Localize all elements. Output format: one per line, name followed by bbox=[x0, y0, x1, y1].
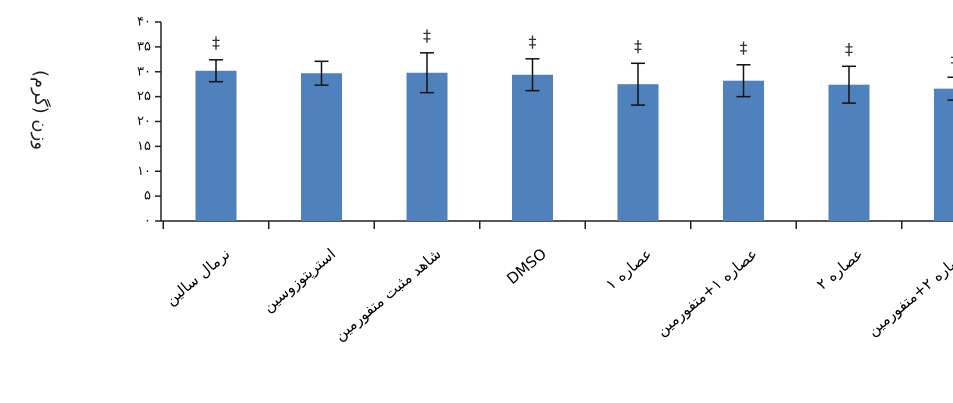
bar bbox=[723, 80, 764, 221]
bar bbox=[617, 84, 659, 221]
x-tick-label: عصاره ۱ bbox=[602, 245, 655, 294]
y-tick-label: ۲۰ bbox=[137, 114, 151, 129]
y-tick-label: ۲۵ bbox=[137, 89, 151, 104]
x-axis bbox=[161, 220, 953, 229]
significance-mark: ‡ bbox=[740, 38, 748, 57]
x-tick-label: عصاره ۲+متفورمین bbox=[864, 245, 953, 340]
bar bbox=[406, 72, 448, 222]
bar bbox=[195, 70, 237, 221]
y-axis: ۰ ۵ ۱۰ ۱۵ ۲۰ ۲۵ ۳۰ ۳۵ ۴۰ bbox=[137, 15, 162, 229]
bar bbox=[934, 88, 953, 221]
x-tick-label: نرمال سالین bbox=[162, 245, 234, 309]
y-tick-label: ۳۰ bbox=[137, 64, 151, 79]
x-tick-label: استرپتوزوسین bbox=[259, 245, 339, 317]
bar bbox=[512, 74, 553, 221]
significance-mark: ‡ bbox=[634, 36, 642, 55]
y-tick-label: ۳۵ bbox=[137, 39, 151, 54]
significance-mark: ‡ bbox=[212, 33, 220, 52]
x-tick-label: عصاره ۲ bbox=[813, 245, 866, 294]
y-axis-title: وزن (گرم) bbox=[30, 70, 52, 150]
x-tick-label: شاهد مثبت متفورمین bbox=[331, 245, 445, 345]
y-tick-label: ۰ bbox=[144, 214, 151, 229]
y-tick-label: ۴۰ bbox=[137, 15, 151, 30]
y-tick-label: ۵ bbox=[144, 189, 151, 204]
y-tick-label: ۱۵ bbox=[137, 139, 151, 154]
significance-mark: ‡ bbox=[529, 32, 537, 51]
x-tick-label: عصاره ۱+متفورمین bbox=[653, 245, 761, 340]
bars: ‡ ‡ ‡ ‡ ‡ ‡ ‡ bbox=[195, 26, 953, 222]
significance-mark: ‡ bbox=[845, 39, 853, 58]
significance-mark: ‡ bbox=[951, 50, 953, 69]
y-tick-label: ۱۰ bbox=[137, 164, 151, 179]
bar bbox=[828, 84, 870, 221]
x-tick-label: DMSO bbox=[503, 245, 550, 288]
bar bbox=[301, 73, 342, 222]
significance-mark: ‡ bbox=[423, 26, 431, 45]
